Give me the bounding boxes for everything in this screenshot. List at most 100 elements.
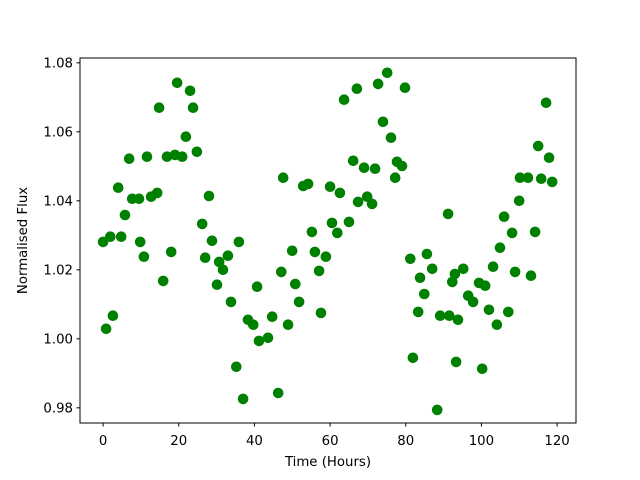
data-point [503, 306, 514, 318]
data-point [414, 272, 426, 284]
data-point [522, 172, 534, 183]
data-point [412, 306, 424, 318]
data-point [372, 78, 384, 90]
data-point [540, 97, 552, 109]
data-point [358, 162, 370, 173]
data-point [458, 263, 469, 275]
data-point [426, 263, 438, 275]
data-point [351, 83, 363, 94]
data-point [176, 151, 188, 162]
data-point [231, 361, 242, 373]
data-point [141, 151, 153, 162]
y-tick-label: 1.08 [43, 57, 73, 72]
data-point [467, 296, 479, 308]
data-point [161, 151, 173, 162]
data-point [184, 85, 196, 97]
data-point [313, 265, 325, 277]
data-point [487, 261, 499, 273]
plot-area [79, 57, 577, 424]
data-point [389, 172, 401, 183]
data-point [211, 279, 223, 291]
data-point [253, 335, 265, 347]
data-point [434, 310, 446, 322]
data-point [513, 195, 525, 207]
data-point [396, 160, 408, 172]
data-point [171, 77, 183, 89]
data-point [262, 332, 274, 344]
data-point [123, 153, 135, 164]
data-point [447, 276, 458, 288]
data-point [338, 94, 350, 105]
data-point [293, 296, 305, 308]
data-point [112, 182, 124, 193]
x-tick-label: 60 [322, 434, 339, 449]
data-point [286, 245, 298, 257]
data-point [332, 227, 343, 239]
data-point [199, 252, 211, 263]
data-point [115, 231, 127, 242]
y-tick-label: 1.06 [43, 126, 73, 141]
x-axis-title: Time (Hours) [284, 455, 371, 470]
data-point [476, 363, 488, 375]
data-point [324, 181, 336, 192]
data-point [306, 226, 318, 238]
data-point [506, 227, 518, 239]
data-point [525, 270, 537, 282]
y-tick-label: 0.98 [43, 402, 73, 417]
data-point [266, 311, 278, 323]
y-tick-label: 1.00 [43, 333, 73, 348]
x-tick-label: 80 [397, 434, 414, 449]
data-point [107, 310, 119, 322]
data-point [302, 178, 314, 190]
data-point [498, 211, 510, 222]
x-tick-label: 120 [544, 434, 569, 449]
data-point [222, 250, 234, 261]
data-point [377, 116, 389, 128]
data-point [546, 176, 558, 188]
data-point [290, 278, 301, 290]
data-point [237, 393, 249, 405]
data-point [309, 246, 321, 258]
x-tick-label: 40 [246, 434, 263, 449]
data-point [315, 307, 327, 319]
data-point [366, 198, 378, 210]
data-point [251, 281, 263, 293]
data-point [276, 266, 287, 278]
data-point [419, 288, 430, 300]
data-point [369, 163, 381, 174]
y-tick-label: 1.02 [43, 264, 73, 279]
data-point [529, 226, 541, 238]
y-axis-title: Normalised Flux [16, 187, 31, 294]
data-point [399, 82, 411, 93]
data-point [133, 193, 145, 205]
data-point [450, 356, 462, 368]
data-point [272, 387, 284, 399]
data-point [282, 319, 294, 331]
data-point [248, 319, 259, 331]
data-point [509, 266, 521, 278]
data-point [187, 102, 199, 113]
data-point [479, 280, 491, 292]
x-tick-label: 0 [99, 434, 107, 449]
data-point [225, 296, 237, 308]
data-point [431, 404, 443, 416]
data-point [277, 172, 289, 183]
data-point [452, 314, 464, 326]
data-point [407, 352, 419, 364]
data-point [196, 218, 208, 230]
data-point [405, 253, 416, 265]
data-point [138, 251, 150, 262]
data-point [532, 140, 544, 152]
data-point [334, 187, 346, 199]
data-point [494, 242, 506, 253]
data-point [543, 152, 555, 163]
x-tick-label: 20 [170, 434, 187, 449]
data-point [153, 102, 165, 113]
data-point [514, 172, 526, 183]
plot-border [79, 57, 577, 424]
data-point [233, 236, 245, 248]
data-point [217, 264, 229, 276]
data-point [203, 190, 215, 202]
